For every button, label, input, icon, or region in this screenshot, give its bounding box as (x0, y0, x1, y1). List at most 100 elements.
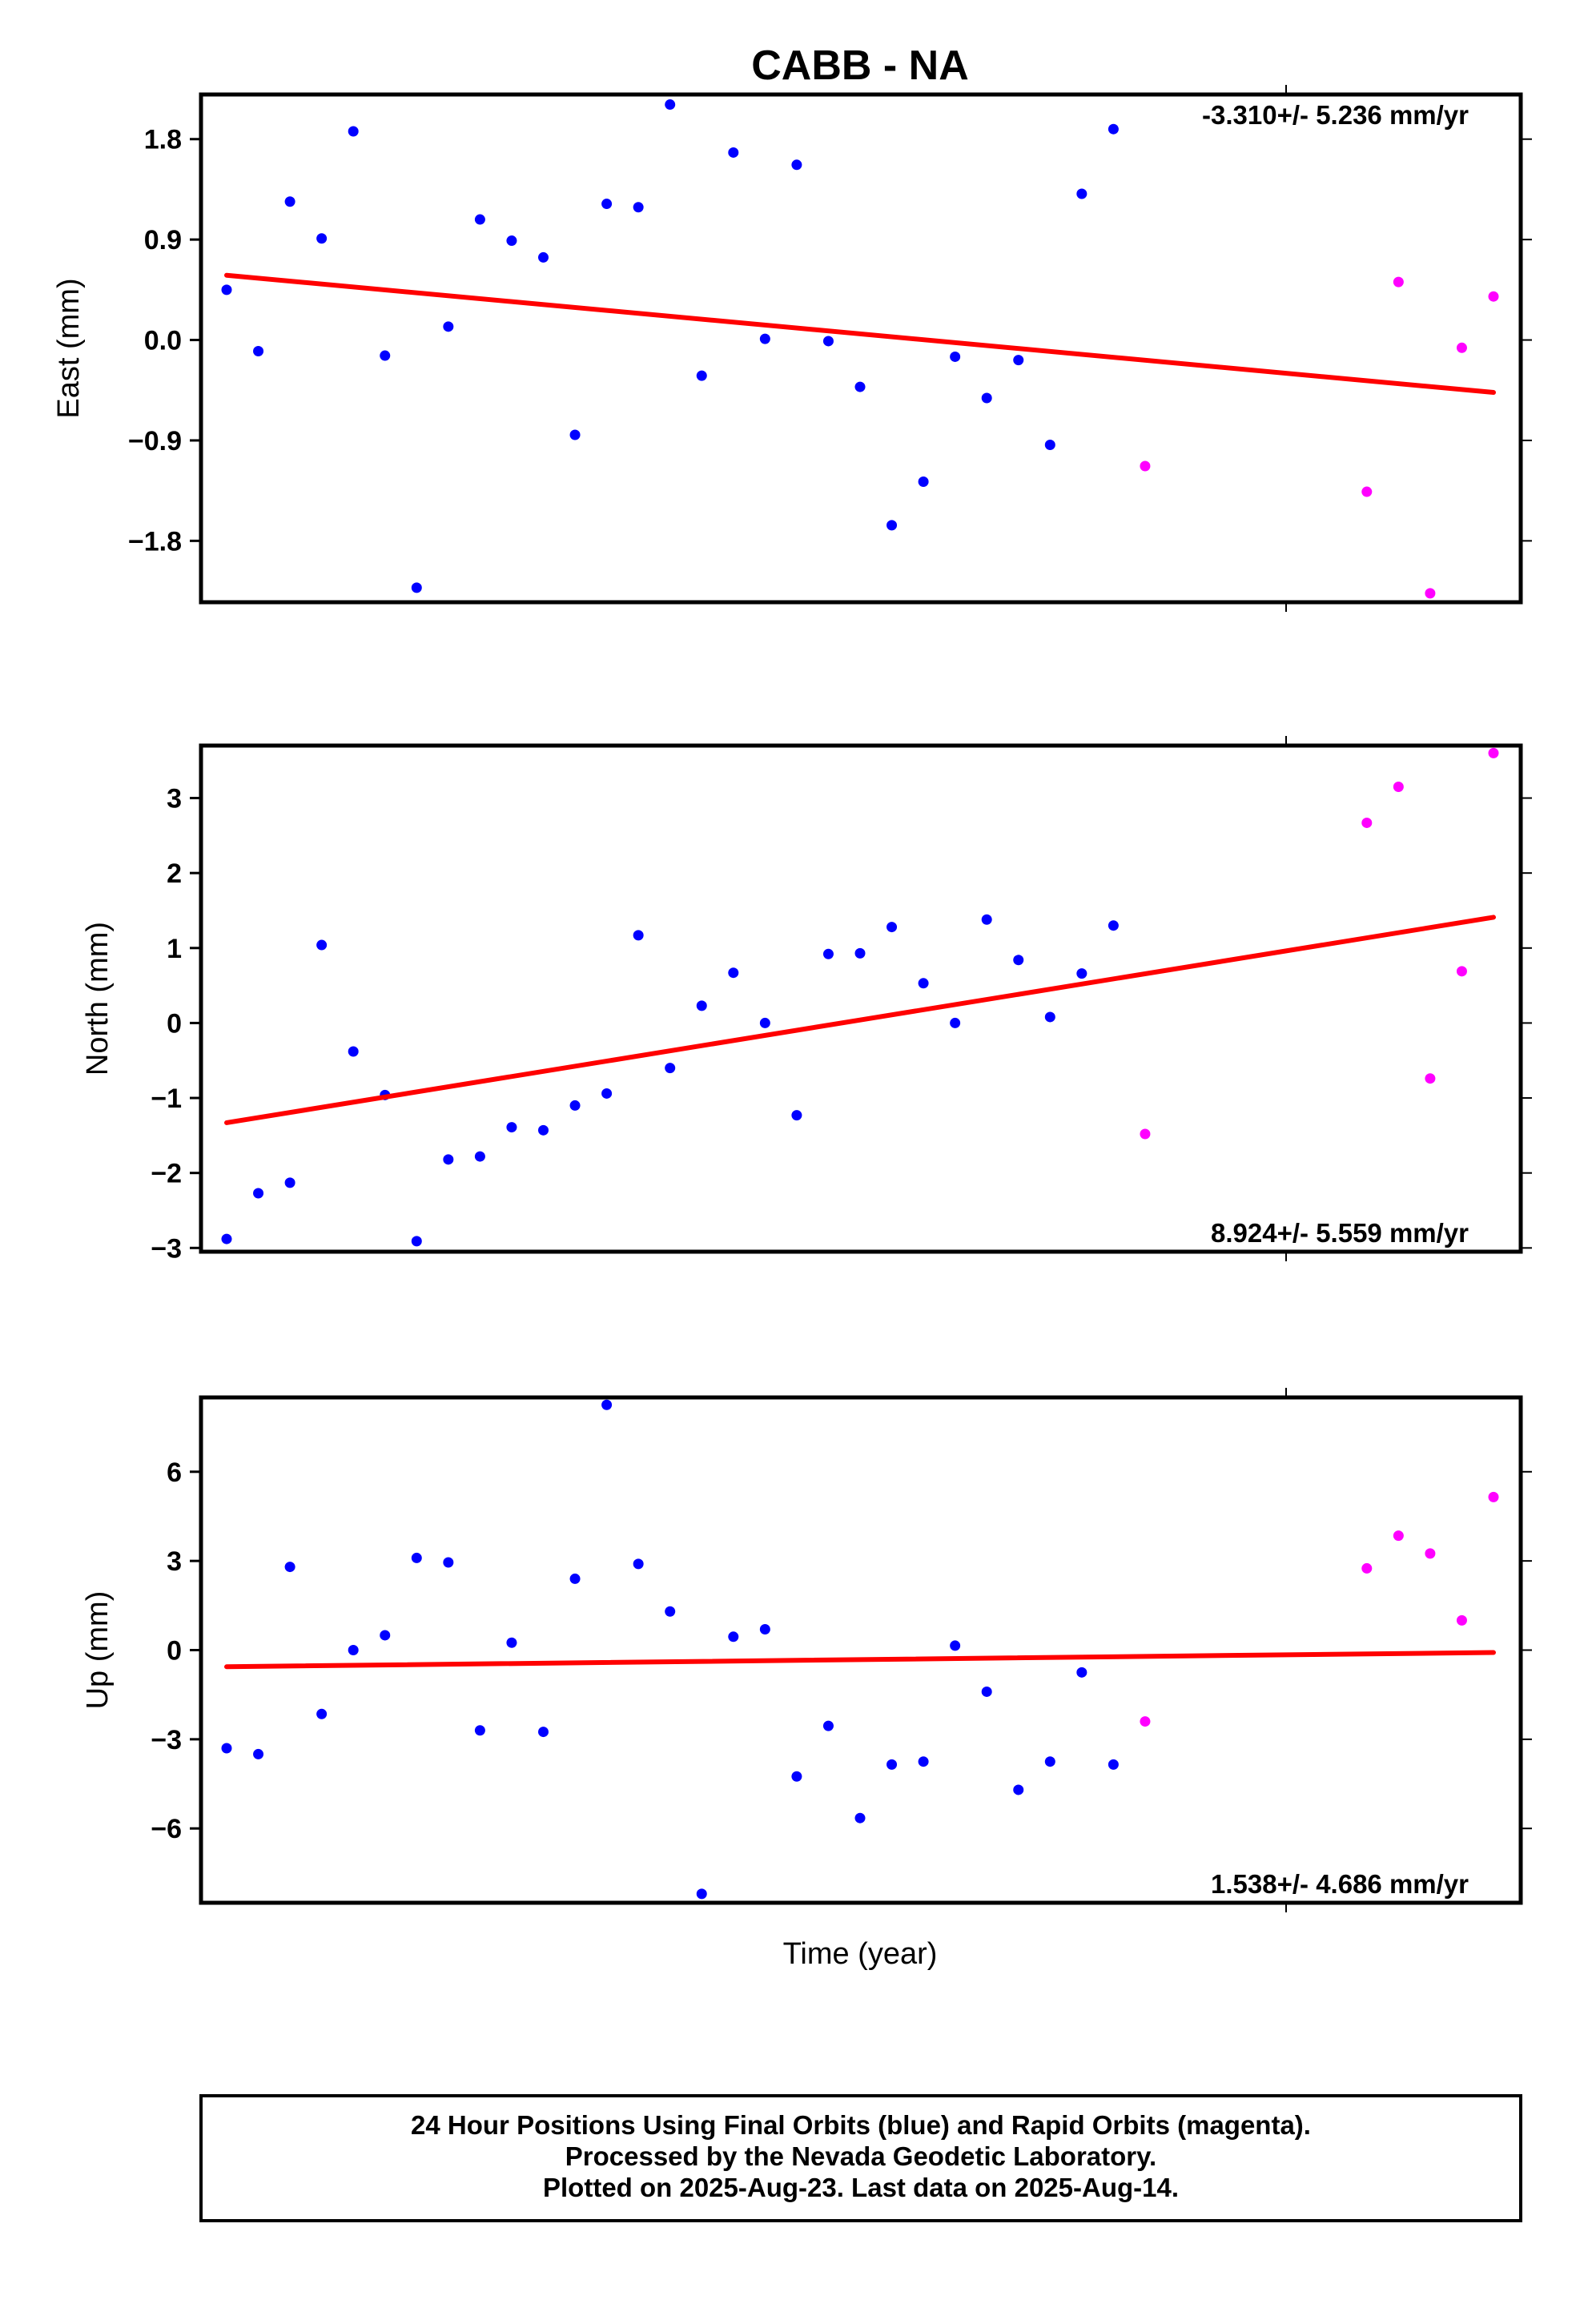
up-frame (199, 1395, 1523, 1905)
east-final-point (601, 199, 613, 210)
panels-layer: −1.8 −0.9 0.0 0.9 1.8 East (mm) -3.310+/- 5.23… (52, 85, 1532, 1912)
up-rapid-point (1488, 1491, 1499, 1502)
east-final-point (538, 251, 549, 263)
east-final-point (822, 336, 834, 347)
east-final-point (474, 214, 485, 225)
up-final-point (474, 1725, 485, 1736)
up-final-point (316, 1708, 328, 1719)
east-final-point (1013, 355, 1024, 366)
up-final-point (253, 1748, 264, 1759)
up-ytick-label: −3 (151, 1725, 182, 1755)
up-final-point (759, 1624, 770, 1635)
east-final-point (791, 159, 802, 171)
north-ytick-label: 0 (167, 1008, 182, 1039)
north-final-point (665, 1063, 676, 1074)
east-final-point (633, 202, 644, 213)
x-axis-label: Time (year) (783, 1937, 938, 1971)
east-ytick-label: 1.8 (144, 125, 182, 155)
north-rapid-point (1361, 817, 1373, 828)
east-final-point (506, 235, 517, 247)
east-final-point (316, 233, 328, 244)
north-rapid-point (1393, 781, 1404, 792)
north-final-point (1044, 1011, 1055, 1023)
east-final-point (380, 350, 391, 361)
east-final-point (950, 351, 961, 362)
east-final-point (854, 381, 866, 392)
north-final-point (759, 1017, 770, 1028)
up-final-point (221, 1743, 232, 1754)
north-final-point (1013, 955, 1024, 966)
east-final-point (696, 370, 707, 381)
up-final-point (886, 1759, 898, 1770)
north-final-point (822, 948, 834, 959)
north-panel: −3 −2 −1 0 1 2 3 North (mm) 8.924+/- 5.559 mm/yr (81, 736, 1532, 1264)
north-final-point (633, 930, 644, 941)
east-panel: −1.8 −0.9 0.0 0.9 1.8 East (mm) -3.310+/- 5.23… (52, 85, 1532, 612)
up-rapid-point (1425, 1548, 1436, 1559)
up-final-point (981, 1686, 992, 1697)
east-rapid-point (1140, 460, 1151, 472)
north-final-point (253, 1188, 264, 1199)
up-final-point (665, 1606, 676, 1617)
east-ytick-label: 0.0 (144, 326, 182, 356)
east-final-point (253, 345, 264, 356)
up-final-point (854, 1812, 866, 1823)
north-frame (199, 743, 1523, 1254)
east-rapid-point (1456, 342, 1467, 353)
east-trend-line (224, 272, 1496, 396)
up-final-point (1013, 1784, 1024, 1795)
up-rapid-point (1456, 1614, 1467, 1626)
north-y-axis-label: North (mm) (81, 922, 115, 1076)
east-rapid-point (1361, 486, 1373, 497)
east-final-point (981, 392, 992, 404)
north-final-point (506, 1122, 517, 1133)
up-rapid-point (1140, 1716, 1151, 1727)
up-final-point (601, 1399, 613, 1410)
north-ytick-label: 3 (167, 784, 182, 814)
up-final-point (791, 1771, 802, 1782)
up-rate-label: 1.538+/- 4.686 mm/yr (1211, 1869, 1469, 1899)
east-plot-area (221, 99, 1499, 599)
footer-line-3: Plotted on 2025-Aug-23. Last data on 202… (543, 2173, 1179, 2202)
east-final-point (918, 476, 929, 488)
up-final-point (1076, 1667, 1087, 1678)
up-final-point (348, 1645, 359, 1655)
up-final-point (1044, 1756, 1055, 1767)
east-final-point (1108, 123, 1119, 135)
east-final-point (443, 321, 454, 332)
north-final-point (601, 1088, 613, 1099)
up-final-point (728, 1631, 739, 1642)
north-rate-label: 8.924+/- 5.559 mm/yr (1211, 1218, 1469, 1248)
north-final-point (474, 1151, 485, 1162)
footer-line-2: Processed by the Nevada Geodetic Laborat… (565, 2141, 1156, 2171)
north-final-point (728, 967, 739, 979)
east-rapid-point (1425, 588, 1436, 599)
north-ytick-label: −3 (151, 1233, 182, 1264)
north-final-point (443, 1154, 454, 1165)
north-rapid-point (1488, 747, 1499, 758)
east-final-point (569, 429, 581, 440)
north-final-point (348, 1046, 359, 1057)
up-ytick-label: 3 (167, 1546, 182, 1577)
north-final-point (1076, 968, 1087, 979)
east-rapid-point (1393, 276, 1404, 287)
north-plot-area (221, 747, 1499, 1247)
up-final-point (1108, 1759, 1119, 1770)
up-plot-area (221, 1399, 1499, 1900)
up-final-point (918, 1756, 929, 1767)
north-final-point (950, 1017, 961, 1028)
east-ytick-label: −1.8 (128, 526, 182, 557)
north-ytick-label: 2 (167, 858, 182, 889)
up-final-point (411, 1552, 422, 1563)
up-final-point (822, 1720, 834, 1731)
north-rapid-point (1425, 1073, 1436, 1084)
north-final-point (316, 939, 328, 951)
chart-title: CABB - NA (751, 42, 969, 89)
footer-box: 24 Hour Positions Using Final Orbits (bl… (199, 2094, 1522, 2222)
up-rapid-point (1393, 1530, 1404, 1542)
east-final-point (348, 126, 359, 137)
north-final-point (696, 1000, 707, 1011)
north-final-point (918, 978, 929, 989)
east-ytick-label: 0.9 (144, 225, 182, 255)
